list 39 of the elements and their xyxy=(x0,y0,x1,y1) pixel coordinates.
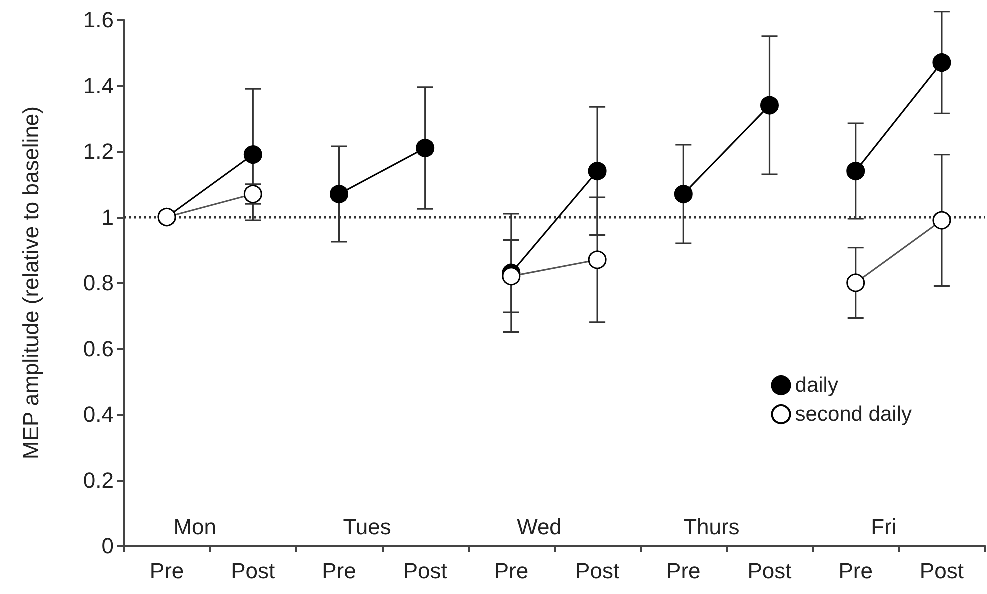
x-tick-label: Pre xyxy=(666,558,701,584)
y-tick-label: 1.2 xyxy=(83,139,114,164)
point xyxy=(244,146,262,164)
annotation: Wed xyxy=(517,514,562,540)
x-tick-label: Post xyxy=(403,558,448,584)
x-tick-label: Post xyxy=(576,558,620,584)
y-tick-label: 0.6 xyxy=(83,336,114,362)
point xyxy=(416,138,435,158)
point xyxy=(588,162,607,180)
point xyxy=(674,184,693,204)
y-axis-title: MEP amplitude (relative to baseline) xyxy=(18,106,44,460)
point xyxy=(588,250,607,270)
legend-label: daily xyxy=(795,374,839,397)
point xyxy=(760,96,779,115)
point xyxy=(502,267,521,286)
point xyxy=(846,162,866,180)
y-tick-label: 0.8 xyxy=(83,270,114,296)
legend-label: second daily xyxy=(795,403,912,426)
y-tick-label: 1 xyxy=(102,204,114,230)
point xyxy=(932,211,952,230)
y-tick-label: 0.4 xyxy=(83,402,114,427)
x-tick-label: Pre xyxy=(150,558,184,584)
point xyxy=(846,274,866,292)
x-tick-label: Post xyxy=(748,558,792,584)
annotation: Fri xyxy=(871,514,897,540)
annotation: Tues xyxy=(343,514,392,540)
x-tick-label: Pre xyxy=(838,558,873,584)
y-tick-label: 1.4 xyxy=(83,73,114,98)
x-tick-label: Post xyxy=(231,558,276,584)
y-tick-label: 0 xyxy=(102,534,114,558)
annotation: Thurs xyxy=(684,514,740,540)
x-tick-label: Pre xyxy=(494,558,529,584)
point xyxy=(330,184,348,204)
y-tick-label: 0.2 xyxy=(83,468,114,493)
x-tick-label: Pre xyxy=(322,558,356,584)
point xyxy=(932,53,952,72)
x-tick-label: Post xyxy=(920,558,964,584)
y-tick-label: 1.6 xyxy=(83,8,114,32)
annotation: Mon xyxy=(174,514,216,540)
